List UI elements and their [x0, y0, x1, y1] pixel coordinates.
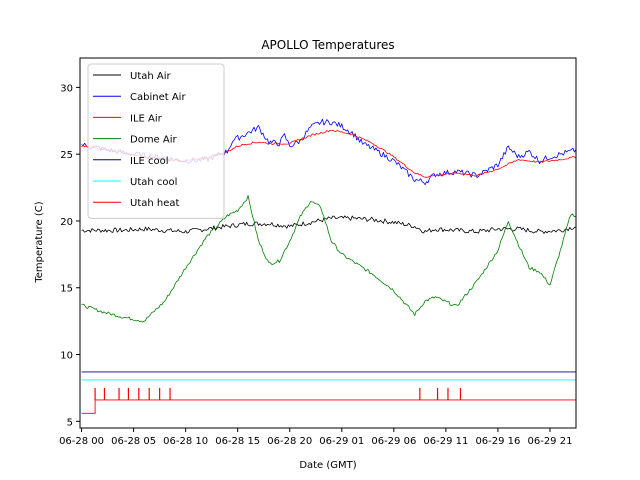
x-tick-label-7: 06-29 11 — [423, 436, 468, 447]
legend-label-utah-air: Utah Air — [130, 71, 172, 82]
plot-frame — [79, 57, 577, 429]
chart-title: APOLLO Temperatures — [261, 38, 394, 52]
x-tick-label-9: 06-29 21 — [527, 436, 572, 447]
legend: Utah Air Cabinet Air ILE Air Dome Air ILE co… — [87, 63, 225, 219]
x-tick-label-1: 06-28 05 — [111, 436, 156, 447]
y-axis-title: Temperature (C) — [34, 201, 45, 283]
legend-label-ile-air: ILE Air — [130, 113, 163, 124]
x-tick-label-5: 06-29 01 — [319, 436, 364, 447]
y-tick-label-20: 20 — [60, 217, 73, 228]
axes-layer: 5 10 15 20 25 30 06-28 00 06-28 05 06-28 10 06-28… — [59, 57, 577, 447]
x-tick-label-2: 06-28 10 — [163, 436, 208, 447]
x-tick-label-4: 06-28 20 — [267, 436, 312, 447]
legend-label-dome-air: Dome Air — [130, 135, 178, 146]
series-line-utah-heat — [81, 399, 576, 414]
legend-box — [87, 63, 225, 219]
y-tick-label-15: 15 — [60, 284, 73, 295]
legend-label-utah-cool: Utah cool — [130, 177, 177, 188]
legend-label-cabinet-air: Cabinet Air — [130, 92, 186, 103]
x-axis-title: Date (GMT) — [299, 460, 356, 471]
x-tick-label-8: 06-29 16 — [475, 436, 520, 447]
y-tick-label-30: 30 — [60, 83, 73, 94]
legend-label-ile-cool: ILE cool — [130, 156, 169, 167]
y-tick-label-10: 10 — [60, 351, 73, 362]
y-tick-label-5: 5 — [67, 417, 73, 428]
legend-label-utah-heat: Utah heat — [130, 198, 180, 209]
y-tick-label-25: 25 — [60, 150, 73, 161]
x-tick-label-0: 06-28 00 — [59, 436, 104, 447]
series-line-utah-air — [81, 215, 577, 234]
series-line-dome-air — [81, 195, 577, 323]
x-tick-label-6: 06-29 06 — [371, 436, 416, 447]
x-tick-label-3: 06-28 15 — [215, 436, 260, 447]
